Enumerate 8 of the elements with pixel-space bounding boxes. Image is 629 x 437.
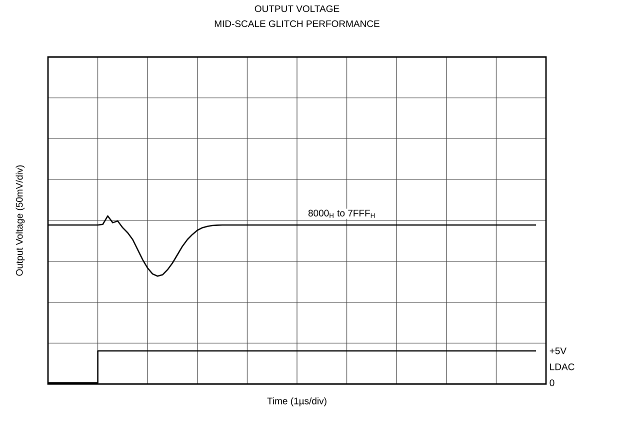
series-label: 8000$_{H}$ to 7FFF$_{H}$ bbox=[308, 210, 375, 218]
x-axis-title: Time (1µs/div) bbox=[267, 397, 326, 406]
text: +5V bbox=[550, 348, 566, 354]
chart-title: OUTPUT VOLTAGE bbox=[254, 5, 340, 12]
y-axis-title: Output Voltage (50mV/div) bbox=[16, 165, 25, 276]
text: 0 bbox=[550, 379, 554, 386]
series-label: LDAC bbox=[550, 363, 574, 370]
chart-subtitle: MID-SCALE GLITCH PERFORMANCE bbox=[214, 20, 380, 28]
